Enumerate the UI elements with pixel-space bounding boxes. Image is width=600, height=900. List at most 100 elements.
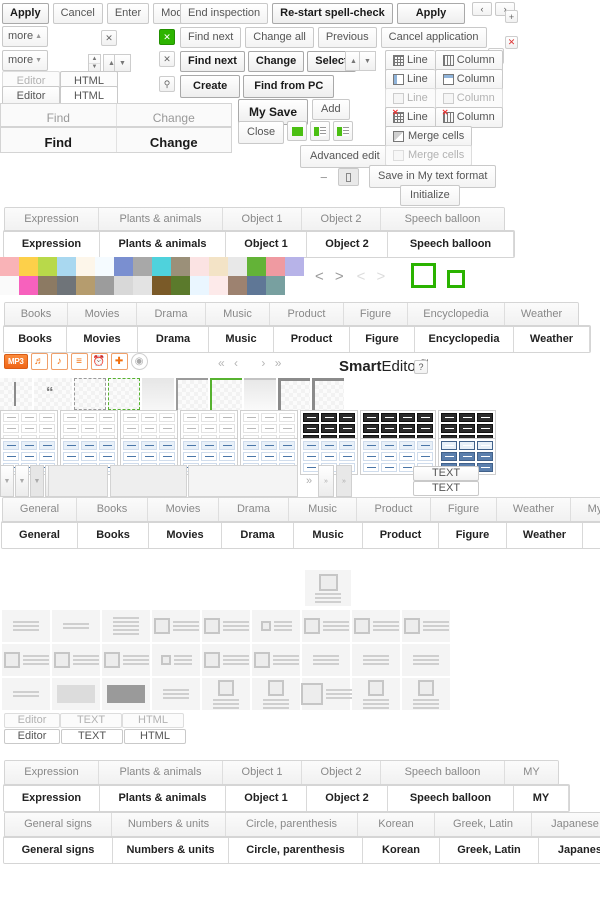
tab-circle-parenthesis[interactable]: Circle, parenthesis	[226, 813, 358, 837]
color-preview-large[interactable]	[411, 263, 436, 288]
restore-window-icon[interactable]	[338, 168, 359, 186]
color-preview-small[interactable]	[447, 270, 465, 288]
help-button[interactable]: ?	[414, 360, 428, 374]
cancel-button[interactable]: Cancel	[52, 3, 103, 24]
change-all-button[interactable]: Change all	[245, 27, 314, 48]
excel-export-icon[interactable]: ✕	[159, 29, 175, 45]
tab-general-signs-active[interactable]: General signs	[4, 838, 113, 864]
expand-button-3[interactable]: »	[336, 465, 352, 497]
swatch-2[interactable]	[38, 257, 57, 276]
find-label-inactive[interactable]: Find	[46, 111, 70, 125]
swatch-14[interactable]	[266, 276, 285, 295]
tab-drama[interactable]: Drama	[137, 303, 206, 327]
more-button-up[interactable]: more ▲	[2, 26, 48, 47]
swatch-6[interactable]	[114, 276, 133, 295]
tab-movies-2[interactable]: Movies	[148, 498, 219, 522]
initialize-button[interactable]: Initialize	[400, 185, 460, 206]
swatch-15[interactable]	[285, 276, 304, 295]
mp3-icon[interactable]: MP3	[4, 354, 28, 369]
layout-thumb-img-left-lines[interactable]	[2, 644, 50, 676]
align-image-right-icon[interactable]	[333, 121, 354, 141]
tab-expression[interactable]: Expression	[5, 208, 99, 232]
tab-figure-2[interactable]: Figure	[431, 498, 497, 522]
tab-music-active[interactable]: Music	[209, 327, 274, 353]
change-label-active[interactable]: Change	[115, 128, 232, 152]
swatch-13[interactable]	[247, 276, 266, 295]
apply-button[interactable]: Apply	[2, 3, 49, 24]
quote-style-6[interactable]	[176, 378, 208, 410]
tab-product-2-active[interactable]: Product	[363, 523, 439, 549]
quote-style-5[interactable]	[142, 378, 174, 410]
quote-style-8[interactable]	[244, 378, 276, 410]
tab-editor-2[interactable]: Editor	[4, 713, 60, 728]
layout-thumb-many-lines[interactable]	[102, 610, 150, 642]
tab-general-active[interactable]: General	[2, 523, 78, 549]
layout-thumb-boxed-img-line[interactable]	[202, 644, 250, 676]
layout-thumb-framed-img-lines[interactable]	[102, 644, 150, 676]
quote-style-3[interactable]	[74, 378, 106, 410]
tab-figure-2-active[interactable]: Figure	[439, 523, 507, 549]
tab-plants-animals[interactable]: Plants & animals	[99, 208, 223, 232]
delete-line-button[interactable]: ✕ Line	[385, 107, 435, 128]
spinner-stepper[interactable]: ▲ ▼	[88, 54, 101, 72]
pager-next-icon[interactable]: ›	[261, 356, 266, 370]
swatch-0[interactable]	[0, 257, 19, 276]
swatch-7[interactable]	[133, 276, 152, 295]
tab-speech-balloon-active[interactable]: Speech balloon	[388, 232, 514, 258]
previous-button[interactable]: Previous	[317, 27, 377, 48]
tab-plants-animals-2-active[interactable]: Plants & animals	[100, 786, 226, 812]
layout-thumb-tiny-img-line[interactable]	[152, 644, 200, 676]
tab-product[interactable]: Product	[270, 303, 344, 327]
enter-button[interactable]: Enter	[106, 3, 150, 24]
swatch-7[interactable]	[133, 257, 152, 276]
swatch-4[interactable]	[76, 257, 95, 276]
text-button-bottom[interactable]: TEXT	[413, 481, 479, 496]
tab-japanese-active[interactable]: Japanese	[539, 838, 600, 864]
tab-object-1-active[interactable]: Object 1	[226, 232, 307, 258]
scroll-down-button-2[interactable]: ▼	[15, 465, 29, 497]
pager-prev-icon[interactable]: <	[315, 268, 324, 285]
layout-thumb-img-top-lines[interactable]	[202, 678, 250, 710]
create-button[interactable]: Create	[180, 75, 241, 98]
swatch-5[interactable]	[95, 276, 114, 295]
layout-thumb-gray-block[interactable]	[52, 678, 100, 710]
tab-speech-balloon-2[interactable]: Speech balloon	[381, 761, 505, 785]
layout-thumb-dark-block[interactable]	[102, 678, 150, 710]
close-button[interactable]: Close	[238, 121, 285, 144]
cancel-application-button[interactable]: Cancel application	[380, 27, 487, 48]
layout-thumb-two-lines[interactable]	[2, 678, 50, 710]
layout-thumb-letter-b-lines[interactable]	[402, 644, 450, 676]
tab-product-active[interactable]: Product	[274, 327, 350, 353]
tab-object-2-2[interactable]: Object 2	[302, 761, 381, 785]
layout-thumb-featured[interactable]	[305, 570, 351, 606]
pager-first-icon[interactable]: «	[218, 356, 225, 370]
swatch-14[interactable]	[266, 257, 285, 276]
restart-spellcheck-button[interactable]: Re-start spell-check	[272, 3, 393, 24]
tab-encyclopedia-active[interactable]: Encyclopedia	[415, 327, 514, 353]
tab-product-2[interactable]: Product	[357, 498, 431, 522]
align-image-left-icon[interactable]	[310, 121, 331, 141]
tab-plants-animals-active[interactable]: Plants & animals	[100, 232, 226, 258]
arrow-down-button-2[interactable]: ▼	[359, 51, 376, 71]
swatch-12[interactable]	[228, 276, 247, 295]
tab-html-3[interactable]: HTML	[124, 729, 186, 744]
insert-column-button-2[interactable]: Column	[434, 69, 503, 90]
merge-cells-button[interactable]: Merge cells	[385, 126, 473, 147]
tab-text-2[interactable]: TEXT	[60, 713, 122, 728]
tab-figure-active[interactable]: Figure	[350, 327, 415, 353]
tab-greek-latin-active[interactable]: Greek, Latin	[440, 838, 539, 864]
insert-column-button-1[interactable]: Column	[434, 50, 503, 71]
swatch-5[interactable]	[95, 257, 114, 276]
swatch-11[interactable]	[209, 276, 228, 295]
more-button-down[interactable]: more ▼	[2, 50, 48, 71]
tab-my-active[interactable]: My	[583, 523, 600, 549]
layout-thumb-wide-img-lines[interactable]	[300, 678, 352, 710]
swatch-11[interactable]	[209, 257, 228, 276]
tab-html-2[interactable]: HTML	[122, 713, 184, 728]
tab-circle-parenthesis-active[interactable]: Circle, parenthesis	[229, 838, 363, 864]
swatch-9[interactable]	[171, 257, 190, 276]
layout-thumb-img-top-lines[interactable]	[252, 678, 300, 710]
tab-text-3[interactable]: TEXT	[61, 729, 123, 744]
swatch-10[interactable]	[190, 276, 209, 295]
disc-icon[interactable]: ◉	[130, 353, 148, 370]
